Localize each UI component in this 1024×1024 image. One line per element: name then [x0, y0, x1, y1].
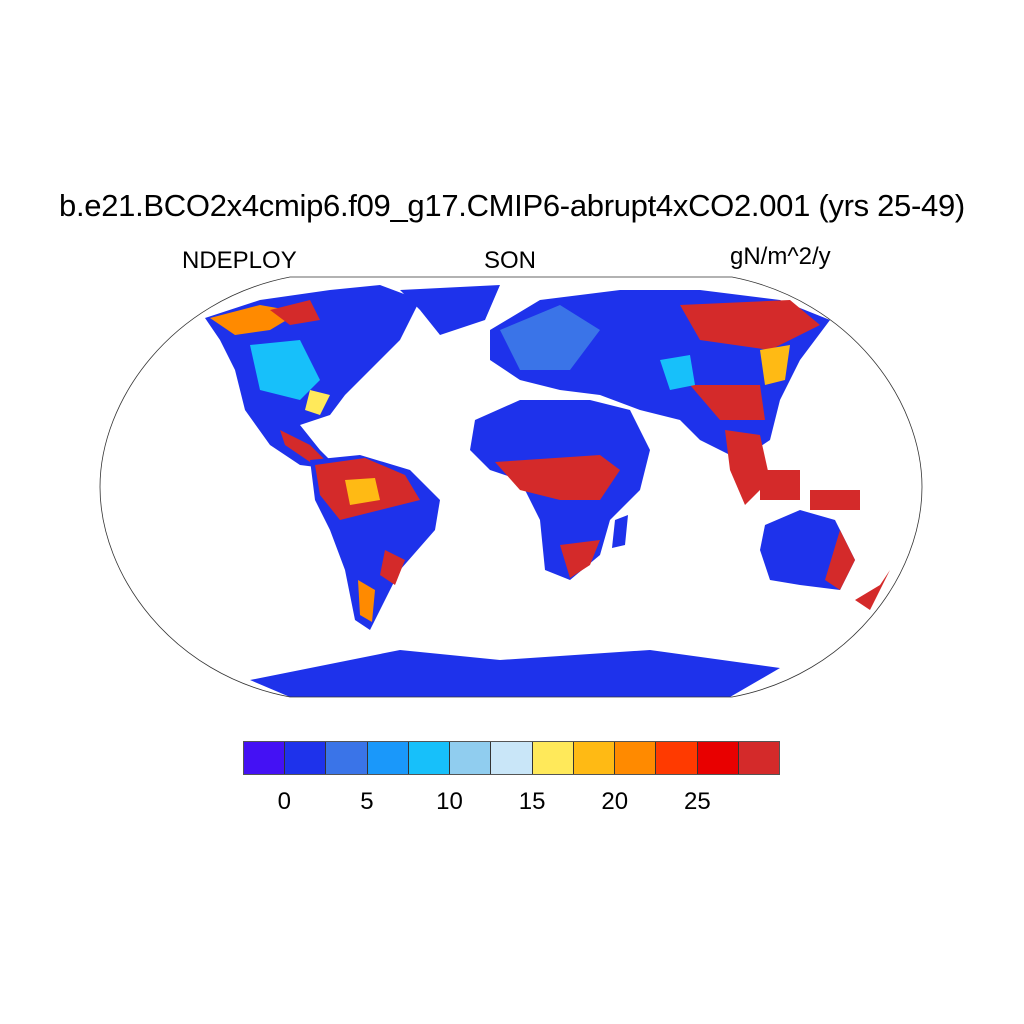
colorbar-tick-label: 10	[436, 788, 463, 815]
colorbar-box	[697, 742, 739, 774]
na-east-patch	[305, 390, 330, 415]
pampas-patch	[380, 550, 405, 585]
colorbar-tick-label: 0	[277, 788, 291, 815]
central-america-patch	[280, 430, 330, 465]
antarctica	[250, 650, 780, 697]
colorbar-tick-label: 20	[601, 788, 629, 815]
colorbar-tick-label: 25	[684, 788, 711, 815]
new-zealand	[855, 570, 890, 610]
colorbar-box	[615, 742, 657, 774]
madagascar	[612, 515, 628, 548]
colorbar-box	[326, 742, 368, 774]
east-asia-patch	[760, 345, 790, 385]
na-interior-patch	[250, 340, 320, 400]
units-label: gN/m^2/y	[730, 243, 831, 270]
colorbar-box	[408, 742, 451, 774]
new-guinea	[810, 490, 860, 510]
colorbar-tick-label: 15	[518, 788, 546, 815]
colorbar-box	[491, 742, 533, 774]
colorbar-box	[656, 742, 698, 774]
colorbar	[243, 741, 780, 775]
colorbar-box	[285, 742, 327, 774]
greenland	[400, 285, 500, 335]
colorbar-box	[244, 742, 286, 774]
andes-patch	[358, 580, 375, 622]
china-patch	[690, 385, 765, 420]
colorbar-box	[532, 742, 574, 774]
plot-title: b.e21.BCO2x4cmip6.f09_g17.CMIP6-abrupt4x…	[59, 188, 965, 223]
canada-patch	[270, 300, 320, 325]
southern-africa-patch	[560, 540, 600, 578]
colorbar-box	[573, 742, 616, 774]
borneo	[760, 470, 800, 500]
australia-east-patch	[825, 530, 855, 590]
map-border	[99, 276, 923, 698]
season-label: SON	[484, 247, 537, 274]
central-asia-patch	[660, 355, 695, 390]
southeast-asia-patch	[725, 430, 770, 505]
europe-patch	[500, 305, 600, 370]
sahel-patch	[495, 455, 620, 500]
amazon-core-patch	[345, 478, 380, 505]
colorbar-box	[450, 742, 492, 774]
variable-label: NDEPLOY	[182, 247, 297, 274]
colorbar-tick-label: 5	[360, 788, 374, 815]
colorbar-box	[367, 742, 409, 774]
siberia-patch	[680, 300, 820, 350]
colorbar-box	[738, 742, 780, 774]
